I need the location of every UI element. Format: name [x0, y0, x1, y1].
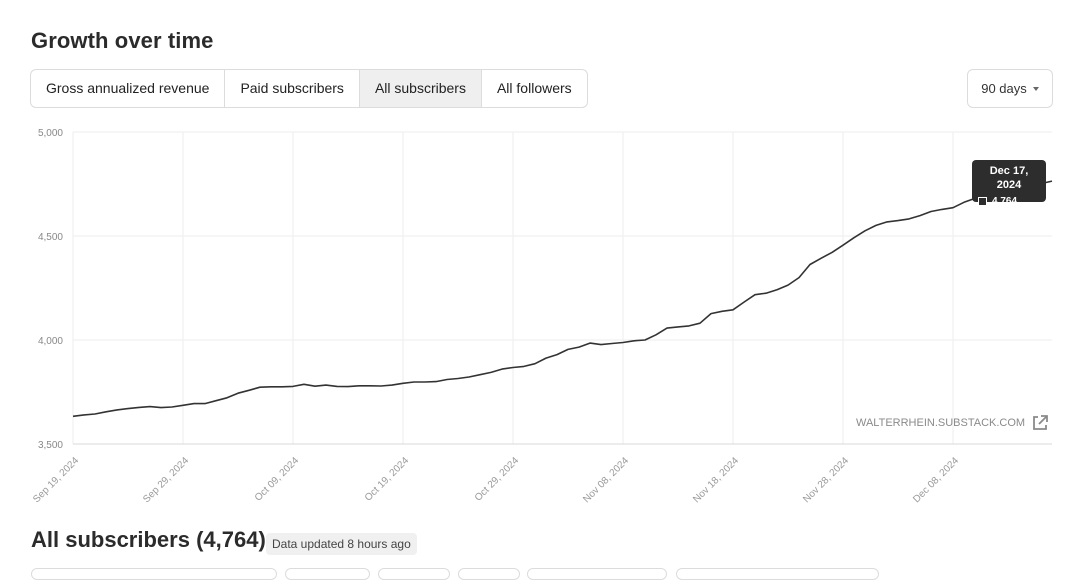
- x-tick-label: Nov 18, 2024: [691, 455, 741, 505]
- range-dropdown[interactable]: 90 days: [967, 69, 1053, 108]
- x-tick-label: Oct 19, 2024: [363, 455, 412, 504]
- y-tick-label: 3,500: [38, 440, 63, 451]
- filter-control[interactable]: [676, 568, 879, 580]
- tab-all-subscribers[interactable]: All subscribers: [359, 70, 482, 107]
- y-tick-label: 4,500: [38, 232, 63, 243]
- page-title: Growth over time: [31, 28, 214, 53]
- tooltip-date: Dec 17, 2024: [989, 165, 1029, 191]
- y-tick-label: 4,000: [38, 336, 63, 347]
- publication-link[interactable]: WALTERRHEIN.SUBSTACK.COM: [856, 414, 1049, 432]
- filter-control[interactable]: [527, 568, 667, 580]
- series-swatch-icon: [978, 197, 987, 206]
- section-title: All subscribers (4,764): [31, 527, 266, 552]
- filter-control[interactable]: [378, 568, 450, 580]
- filter-control[interactable]: [458, 568, 520, 580]
- chart-tooltip: Dec 17, 2024 4,764: [972, 160, 1046, 207]
- growth-chart: 3,500 4,000 4,500 5,000 Sep 19, 2024 Sep 29, …: [31, 128, 1053, 505]
- external-link-icon: [1033, 415, 1048, 430]
- x-tick-label: Oct 29, 2024: [473, 455, 522, 504]
- x-tick-label: Nov 08, 2024: [581, 455, 631, 505]
- tab-all-followers[interactable]: All followers: [496, 80, 572, 96]
- filter-control[interactable]: [285, 568, 370, 580]
- y-tick-label: 5,000: [38, 128, 63, 139]
- metric-tabs: Gross annualized revenue Paid subscriber…: [30, 69, 588, 108]
- series-line: [72, 180, 1053, 418]
- updated-badge: Data updated 8 hours ago: [266, 533, 417, 555]
- tab-paid-subscribers[interactable]: Paid subscribers: [225, 70, 360, 107]
- filter-control[interactable]: [31, 568, 277, 580]
- range-value: 90 days: [981, 81, 1027, 96]
- x-tick-label: Nov 28, 2024: [801, 455, 851, 505]
- tooltip-value: 4,764: [992, 196, 1018, 207]
- publication-url: WALTERRHEIN.SUBSTACK.COM: [856, 417, 1026, 429]
- caret-down-icon: [1032, 87, 1039, 91]
- x-tick-label: Dec 08, 2024: [911, 455, 961, 505]
- tab-gross-annualized-revenue[interactable]: Gross annualized revenue: [31, 70, 226, 107]
- x-tick-label: Oct 09, 2024: [253, 455, 302, 504]
- x-tick-label: Sep 19, 2024: [31, 455, 81, 505]
- x-tick-label: Sep 29, 2024: [141, 455, 191, 505]
